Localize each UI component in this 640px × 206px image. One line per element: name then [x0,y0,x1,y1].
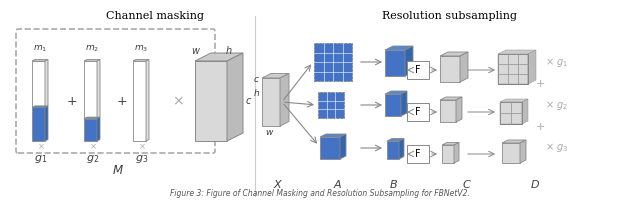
Text: Channel masking: Channel masking [106,11,204,21]
Text: F: F [415,149,421,159]
Text: $\times$: $\times$ [138,142,145,152]
FancyBboxPatch shape [407,145,429,163]
Polygon shape [405,46,413,76]
Polygon shape [133,61,146,141]
Polygon shape [320,137,340,159]
Text: +: + [116,95,127,108]
Polygon shape [133,60,149,61]
Text: $\mathit{X}$: $\mathit{X}$ [273,178,283,190]
Polygon shape [340,134,346,159]
Text: $\mathit{m}_1$: $\mathit{m}_1$ [33,43,47,54]
Polygon shape [385,91,407,94]
Text: $\mathit{w}$: $\mathit{w}$ [266,128,275,137]
Polygon shape [502,140,526,143]
Text: Resolution subsampling: Resolution subsampling [383,11,518,21]
Polygon shape [528,50,536,84]
Polygon shape [454,143,459,163]
Text: $\times\ \mathit{g}_2$: $\times\ \mathit{g}_2$ [545,98,568,111]
Polygon shape [45,106,48,141]
Polygon shape [387,138,404,141]
Text: $\mathit{C}$: $\mathit{C}$ [462,178,472,190]
Polygon shape [387,141,399,159]
Polygon shape [500,102,522,124]
Text: $\mathit{g}_3$: $\mathit{g}_3$ [135,153,148,165]
Polygon shape [401,91,407,116]
Text: $\mathit{m}_2$: $\mathit{m}_2$ [85,43,100,54]
Text: $\times$: $\times$ [172,94,184,108]
Polygon shape [460,52,468,82]
Polygon shape [442,145,454,163]
Text: $\times$: $\times$ [88,142,97,152]
Polygon shape [32,61,45,107]
Polygon shape [320,134,346,137]
Polygon shape [227,53,243,141]
Polygon shape [146,60,149,141]
Polygon shape [498,54,528,84]
Text: +: + [535,79,545,89]
Text: $\times\ \mathit{g}_1$: $\times\ \mathit{g}_1$ [545,55,568,69]
Text: $\mathit{g}_2$: $\mathit{g}_2$ [86,153,99,165]
Text: Figure 3: Figure of Channel Masking and Resolution Subsampling for FBNetV2.: Figure 3: Figure of Channel Masking and … [170,189,470,198]
FancyBboxPatch shape [407,103,429,121]
Polygon shape [456,97,462,122]
Text: $\mathit{g}_1$: $\mathit{g}_1$ [34,153,47,165]
Polygon shape [385,94,401,116]
Text: $\mathit{A}$: $\mathit{A}$ [333,178,342,190]
Text: $\mathit{B}$: $\mathit{B}$ [388,178,397,190]
Bar [498,54,528,84]
Polygon shape [32,107,45,141]
Text: $\mathit{w}$: $\mathit{w}$ [191,46,201,56]
Text: $\mathit{D}$: $\mathit{D}$ [530,178,540,190]
Polygon shape [502,143,520,163]
Polygon shape [520,140,526,163]
Bar [500,102,522,124]
Polygon shape [195,61,227,141]
Polygon shape [262,74,289,78]
Bar [314,43,352,81]
Polygon shape [32,106,48,107]
Polygon shape [522,99,528,124]
Polygon shape [385,46,413,50]
Polygon shape [442,143,459,145]
Text: $\times\ \mathit{g}_3$: $\times\ \mathit{g}_3$ [545,142,568,154]
Polygon shape [440,52,468,56]
Text: +: + [535,122,545,132]
Polygon shape [440,97,462,100]
Text: $\mathit{M}$: $\mathit{M}$ [112,164,124,177]
Text: $\mathit{m}_3$: $\mathit{m}_3$ [134,43,148,54]
Polygon shape [97,60,100,119]
Polygon shape [440,56,460,82]
Polygon shape [385,50,405,76]
FancyBboxPatch shape [407,61,429,79]
Text: F: F [415,65,421,75]
Polygon shape [262,78,280,126]
Text: $\mathit{h}$: $\mathit{h}$ [225,44,233,56]
Polygon shape [500,99,528,102]
Polygon shape [440,100,456,122]
Polygon shape [45,60,48,107]
Text: $\mathit{c}$: $\mathit{c}$ [253,75,260,83]
Polygon shape [84,61,97,119]
Bar [498,54,528,84]
Polygon shape [498,50,536,54]
Bar [318,92,344,118]
Polygon shape [280,74,289,126]
Text: $\mathit{c}$: $\mathit{c}$ [245,96,253,106]
Polygon shape [97,117,100,141]
Bar [500,102,522,124]
Polygon shape [195,53,243,61]
Polygon shape [84,117,100,119]
Text: F: F [415,107,421,117]
Text: $\times$: $\times$ [36,142,44,152]
Polygon shape [399,138,404,159]
Polygon shape [84,60,100,61]
Polygon shape [84,119,97,141]
Text: +: + [67,95,77,108]
Text: $\mathit{h}$: $\mathit{h}$ [253,87,260,97]
Polygon shape [32,60,48,61]
